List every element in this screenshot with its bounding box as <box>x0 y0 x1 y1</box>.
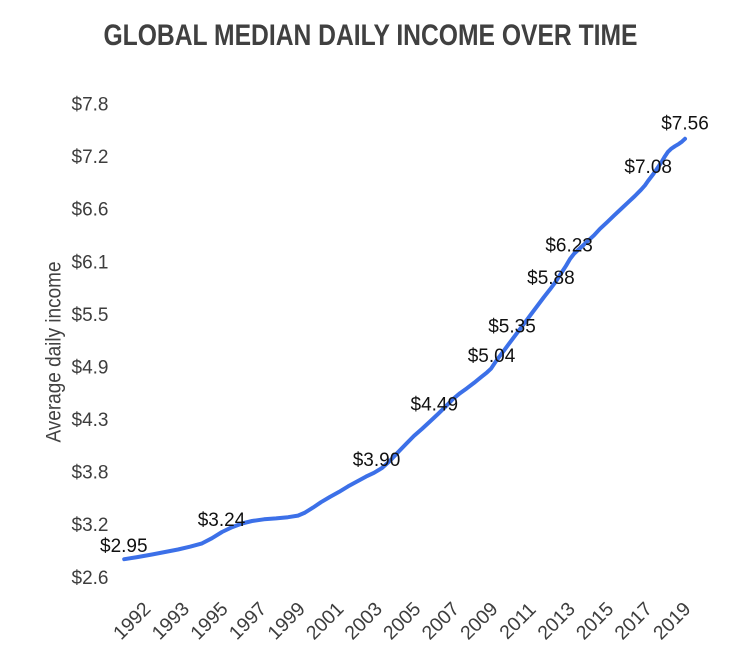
svg-text:$6.23: $6.23 <box>545 235 593 256</box>
svg-text:$2.95: $2.95 <box>100 536 148 557</box>
svg-text:$7.8: $7.8 <box>72 95 109 116</box>
svg-text:$5.35: $5.35 <box>488 316 536 337</box>
svg-text:$7.56: $7.56 <box>661 114 709 135</box>
svg-text:$2.6: $2.6 <box>72 568 109 589</box>
svg-text:$5.5: $5.5 <box>72 305 109 326</box>
svg-text:$3.24: $3.24 <box>198 510 246 531</box>
svg-text:$5.88: $5.88 <box>527 268 575 289</box>
svg-text:$7.08: $7.08 <box>624 157 672 178</box>
svg-text:$4.49: $4.49 <box>411 395 459 416</box>
svg-text:GLOBAL MEDIAN DAILY INCOME OVE: GLOBAL MEDIAN DAILY INCOME OVER TIME <box>104 19 638 52</box>
svg-text:$6.1: $6.1 <box>72 252 109 273</box>
svg-text:$7.2: $7.2 <box>72 147 109 168</box>
svg-text:$3.90: $3.90 <box>353 450 401 471</box>
svg-text:$6.6: $6.6 <box>72 200 109 221</box>
svg-text:$4.3: $4.3 <box>72 410 109 431</box>
svg-text:Average daily income: Average daily income <box>43 262 66 443</box>
svg-text:$3.2: $3.2 <box>72 515 109 536</box>
svg-text:$4.9: $4.9 <box>72 357 109 378</box>
svg-text:$3.8: $3.8 <box>72 463 109 484</box>
svg-text:$5.04: $5.04 <box>468 346 516 367</box>
